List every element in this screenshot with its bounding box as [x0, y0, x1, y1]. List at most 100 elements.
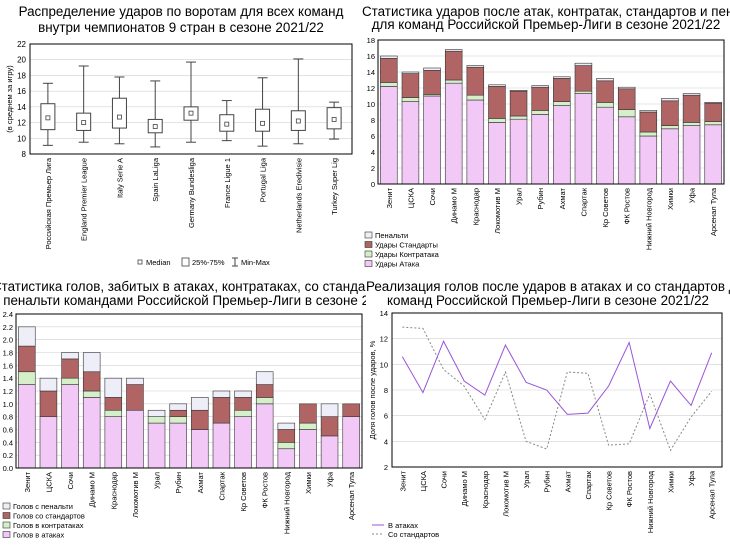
goals-category-label: Нижний Новгород	[282, 471, 291, 534]
shots-bar-segment	[596, 106, 614, 185]
conv-y-tick-label: 4	[384, 437, 388, 446]
shots-bar-segment	[661, 100, 679, 126]
goals-y-tick-label: 0.4	[3, 438, 13, 447]
shots-category-label: Спартак	[579, 187, 588, 216]
shots-bar-segment	[531, 86, 549, 111]
box-category-label: England Premier League	[80, 158, 89, 241]
conv-category-label: Уфа	[687, 470, 696, 486]
goals-bar-segment	[169, 416, 187, 424]
shots-category-label: Химки	[666, 188, 675, 210]
goals-bar-segment	[234, 390, 252, 398]
shots-y-tick-label: 18	[367, 36, 375, 45]
shots-y-tick-label: 8	[371, 116, 375, 125]
goals-bar-segment	[18, 384, 36, 469]
conv-y-axis-label: Доля голов после ударов, %	[368, 340, 377, 439]
goals-bar-segment	[277, 442, 296, 450]
conv-category-label: Урал	[522, 471, 531, 488]
box-category-label: France Ligue 1	[223, 158, 232, 208]
box-y-tick-label: 22	[17, 40, 26, 49]
shots-y-tick-label: 6	[371, 132, 375, 141]
shots-category-label: Уфа	[688, 187, 697, 203]
goals-bar-segment	[126, 409, 144, 469]
shots-category-label: Кр Советов	[601, 188, 610, 228]
shots-category-label: Урал	[515, 188, 524, 205]
shots-bar-segment	[596, 102, 614, 108]
conv-category-label: Спартак	[584, 470, 593, 499]
box-plot-frame	[29, 43, 353, 155]
goals-bar-segment	[277, 448, 296, 469]
box-median-marker	[260, 120, 265, 126]
goals-legend-label: Голов в контратаках	[13, 521, 84, 530]
goals-legend-label: Голов в атаках	[13, 531, 64, 540]
shots-bar-segment	[488, 84, 506, 87]
shots-bar-segment	[661, 128, 679, 185]
goals-bar-segment	[104, 377, 123, 398]
conv-category-label: Нижний Новгород	[646, 470, 655, 533]
shots-bar-segment	[574, 90, 593, 94]
shots-bar-segment	[639, 111, 658, 133]
shots-bar-segment	[574, 93, 593, 185]
shots-bar-segment	[423, 67, 441, 71]
shots-bar-segment	[617, 86, 636, 90]
shots-bar-segment	[682, 122, 701, 126]
conv-legend-label: Со стандартов	[388, 530, 439, 539]
goals-bar-segment	[126, 377, 144, 385]
shots-bar-segment	[531, 85, 549, 88]
box-iqr-rect	[111, 97, 127, 129]
goals-bar-segment	[299, 422, 317, 430]
goals-bar-segment	[126, 384, 144, 411]
shots-bar-segment	[466, 94, 485, 101]
shots-stacked-panel: Статистика ударов после атак, контратак,…	[362, 0, 730, 273]
shots-y-tick-label: 10	[367, 100, 375, 109]
goals-bar-segment	[342, 416, 360, 469]
goals-y-tick-label: 2.0	[3, 336, 13, 345]
shots-bar-segment	[574, 62, 593, 66]
goals-bar-segment	[320, 403, 339, 417]
shots-stacked-svg: 0 2 4 6 8 10 12 14 16 18 Зенит ЦСКА Сочи Динамо М Крас…	[364, 36, 725, 269]
shots-bar-segment	[617, 109, 636, 118]
conv-category-label: ФК Ростов	[625, 471, 634, 507]
goals-bar-segment	[61, 377, 79, 385]
box-y-tick-label: 20	[17, 56, 26, 65]
shots-bar-segment	[401, 73, 420, 98]
conv-y-tick-label: 12	[380, 335, 388, 344]
goals-bar-segment	[277, 422, 296, 430]
conv-y-tick-label: 6	[384, 412, 388, 421]
goals-bar-segment	[255, 371, 274, 385]
conv-category-label: Локомотив М	[501, 471, 510, 517]
shots-bar-segment	[444, 82, 463, 185]
shots-category-label: Динамо М	[450, 188, 459, 223]
goals-y-tick-label: 1.6	[3, 361, 13, 370]
goals-bar-segment	[320, 435, 339, 469]
goals-bar-segment	[39, 377, 58, 392]
shots-bar-segment	[553, 78, 571, 102]
shots-category-label: Краснодар	[471, 188, 480, 225]
box-y-tick-label: 16	[17, 87, 26, 96]
shots-bar-segment	[531, 114, 549, 185]
goals-bar-segment	[277, 429, 296, 443]
goals-bar-segment	[61, 384, 79, 469]
goals-category-label: Ахмат	[196, 471, 205, 493]
shots-bar-segment	[423, 95, 441, 185]
goals-y-tick-label: 1.2	[3, 387, 13, 396]
goals-bar-segment	[147, 416, 166, 424]
shots-bar-segment	[401, 97, 420, 102]
shots-bar-segment	[488, 118, 506, 123]
goals-category-label: Рубин	[174, 472, 183, 493]
goals-legend-swatch	[2, 502, 11, 510]
shots-bar-segment	[639, 135, 658, 185]
conv-plot-frame	[391, 312, 723, 468]
conv-category-label: Арсенал Тула	[708, 470, 717, 519]
goals-bar-segment	[212, 422, 231, 469]
goals-bar-segment	[82, 390, 101, 398]
goals-y-tick-label: 2.4	[3, 310, 13, 319]
conv-legend-label: В атаках	[388, 521, 418, 530]
box-chart-title-line-2: внутри чемпионатов 9 стран в сезоне 2021…	[38, 20, 324, 35]
legend-minmax-label: Min-Max	[241, 258, 270, 267]
goals-bar-segment	[212, 390, 231, 398]
shots-bar-segment	[704, 102, 722, 122]
goals-bar-segment	[82, 397, 101, 469]
shots-bar-segment	[380, 58, 398, 83]
shots-y-tick-label: 12	[367, 84, 375, 93]
shots-bar-segment	[553, 76, 571, 79]
